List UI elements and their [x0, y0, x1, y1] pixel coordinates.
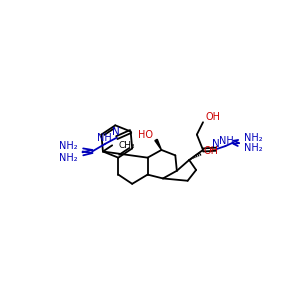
Text: NH₂: NH₂: [244, 143, 262, 153]
Text: NH: NH: [97, 134, 112, 143]
Text: OH: OH: [205, 112, 220, 122]
Text: NH₂: NH₂: [59, 141, 77, 151]
Text: N: N: [212, 139, 220, 149]
Text: OH: OH: [203, 146, 218, 156]
Text: HO: HO: [138, 130, 153, 140]
Text: N: N: [112, 127, 120, 137]
Text: NH₂: NH₂: [59, 153, 77, 163]
Text: NH₂: NH₂: [244, 133, 262, 142]
Text: CH₃: CH₃: [118, 141, 135, 150]
Polygon shape: [155, 139, 161, 150]
Text: NH: NH: [219, 136, 233, 146]
